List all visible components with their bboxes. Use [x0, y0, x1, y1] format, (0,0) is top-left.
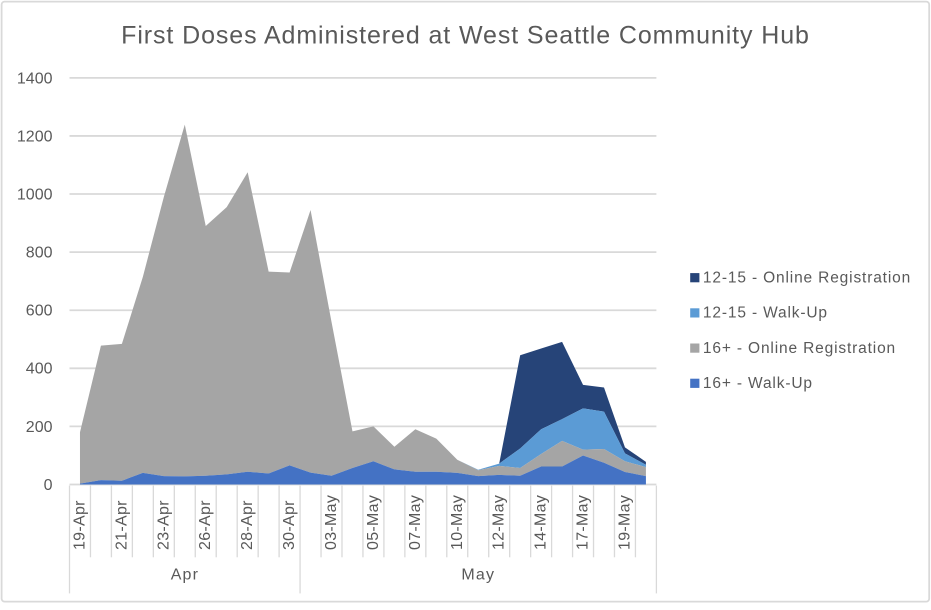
svg-text:21-Apr: 21-Apr [113, 500, 130, 550]
svg-text:26-Apr: 26-Apr [197, 500, 214, 550]
svg-text:0: 0 [44, 477, 53, 494]
svg-text:07-May: 07-May [407, 495, 424, 550]
svg-text:16+ - Walk-Up: 16+ - Walk-Up [703, 375, 813, 392]
svg-text:400: 400 [26, 361, 53, 378]
svg-text:Apr: Apr [171, 567, 200, 584]
svg-text:First Doses Administered at We: First Doses Administered at West Seattle… [121, 21, 810, 49]
svg-text:12-May: 12-May [491, 495, 508, 550]
svg-text:14-May: 14-May [533, 495, 550, 550]
svg-text:05-May: 05-May [365, 495, 382, 550]
svg-text:600: 600 [26, 303, 53, 320]
svg-text:17-May: 17-May [575, 495, 592, 550]
svg-text:1000: 1000 [17, 186, 53, 203]
svg-text:12-15 - Online Registration: 12-15 - Online Registration [703, 270, 911, 287]
svg-text:30-Apr: 30-Apr [281, 500, 298, 550]
svg-text:1400: 1400 [17, 70, 53, 87]
svg-text:19-May: 19-May [616, 495, 633, 550]
svg-text:1200: 1200 [17, 128, 53, 145]
svg-text:800: 800 [26, 245, 53, 262]
svg-text:May: May [461, 567, 495, 584]
svg-text:12-15 - Walk-Up: 12-15 - Walk-Up [703, 305, 828, 322]
svg-text:28-Apr: 28-Apr [239, 500, 256, 550]
svg-text:200: 200 [26, 419, 53, 436]
svg-text:10-May: 10-May [449, 495, 466, 550]
svg-text:19-Apr: 19-Apr [71, 500, 88, 550]
svg-text:16+ - Online Registration: 16+ - Online Registration [703, 340, 896, 357]
svg-text:03-May: 03-May [323, 495, 340, 550]
svg-text:23-Apr: 23-Apr [155, 500, 172, 550]
